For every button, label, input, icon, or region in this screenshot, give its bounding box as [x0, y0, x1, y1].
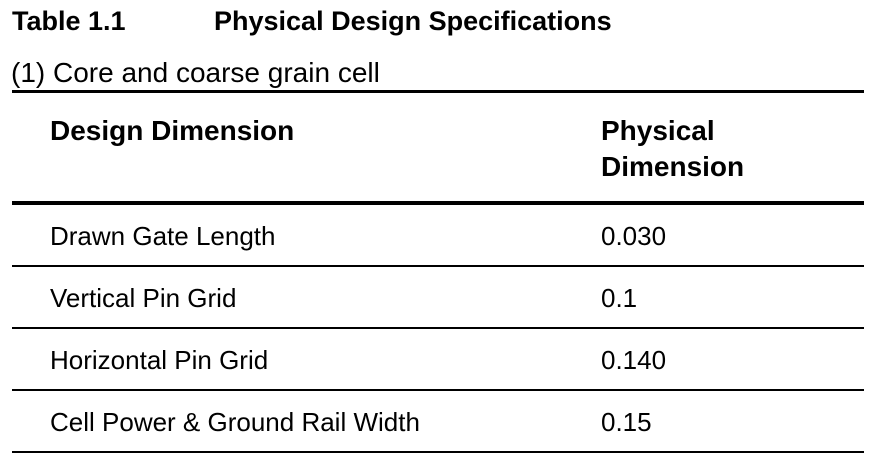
design-dimension-cell: Cell Power & Ground Rail Width — [50, 407, 420, 437]
design-dimension-cell: Vertical Pin Grid — [50, 283, 237, 313]
top-rule — [12, 90, 864, 93]
column-header-design-dimension: Design Dimension — [50, 115, 295, 146]
table-row: Cell Power & Ground Rail Width 0.15 — [12, 391, 864, 453]
table-row: Horizontal Pin Grid 0.140 — [12, 329, 864, 391]
column-header-physical-dimension: Physical Dimension — [601, 115, 745, 182]
table-row: Drawn Gate Length 0.030 — [12, 205, 864, 267]
table-number: Table 1.1 — [12, 6, 126, 36]
bottom-rule — [12, 451, 864, 453]
table-subtitle: (1) Core and coarse grain cell — [11, 57, 380, 88]
table-header-row: Design Dimension Physical Dimension — [12, 93, 864, 201]
design-dimension-cell: Horizontal Pin Grid — [50, 345, 269, 375]
table-row: Vertical Pin Grid 0.1 — [12, 267, 864, 329]
header-rule — [12, 201, 864, 205]
row-divider — [12, 389, 864, 391]
physical-dimension-cell: 0.15 — [601, 407, 652, 437]
design-dimension-cell: Drawn Gate Length — [50, 221, 276, 251]
table-title: Physical Design Specifications — [214, 6, 612, 36]
physical-dimension-cell: 0.1 — [601, 283, 638, 313]
physical-dimension-cell: 0.030 — [601, 221, 667, 251]
physical-dimension-cell: 0.140 — [601, 345, 667, 375]
row-divider — [12, 265, 864, 267]
row-divider — [12, 327, 864, 329]
